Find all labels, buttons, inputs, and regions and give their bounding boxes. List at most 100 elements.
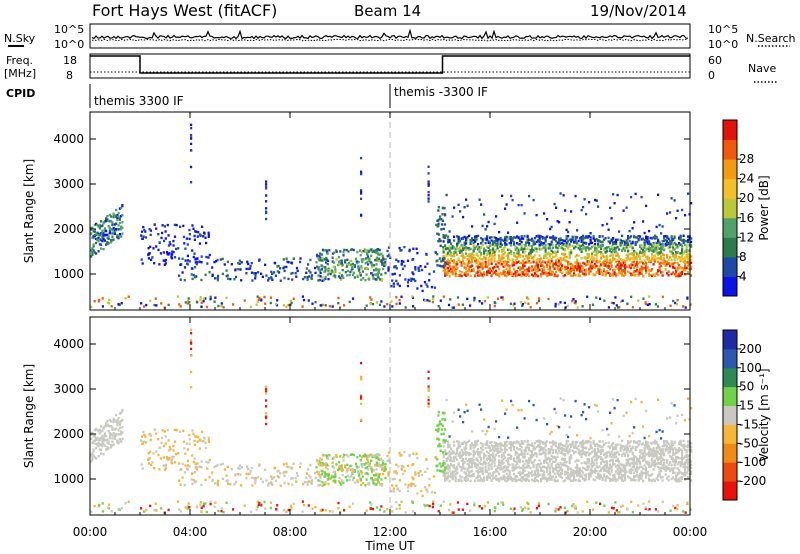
velocity-cell xyxy=(323,483,326,487)
power-cell xyxy=(603,264,606,267)
power-cell xyxy=(603,269,606,272)
power-cell xyxy=(637,235,640,238)
velocity-cell xyxy=(552,451,555,454)
velocity-cell xyxy=(183,484,186,487)
power-cell xyxy=(504,251,507,254)
power-cell xyxy=(505,243,508,246)
power-cell xyxy=(353,276,356,279)
power-cell xyxy=(555,274,558,278)
power-cell xyxy=(690,267,693,270)
velocity-cell xyxy=(502,451,505,455)
velocity-cell xyxy=(462,420,465,424)
velocity-cell xyxy=(502,458,505,461)
velocity-cell xyxy=(112,417,115,420)
power-cell xyxy=(624,243,627,246)
power-cell xyxy=(684,214,687,217)
power-cell xyxy=(450,242,453,245)
power-cell xyxy=(335,249,338,252)
velocity-cell xyxy=(552,470,555,473)
power-cell xyxy=(633,260,636,264)
power-cell xyxy=(294,272,297,275)
power-cell xyxy=(552,255,555,258)
power-cell xyxy=(489,271,492,275)
velocity-cell xyxy=(481,469,484,472)
power-cell xyxy=(582,243,585,247)
noise-right-label: N.Search xyxy=(746,32,796,45)
power-cell xyxy=(559,238,562,242)
power-cell xyxy=(526,273,529,276)
velocity-cell xyxy=(103,444,106,447)
power-cell xyxy=(639,255,642,258)
power-cell xyxy=(453,206,456,209)
power-cell xyxy=(648,245,651,248)
power-cell xyxy=(640,272,643,275)
velocity-cell xyxy=(107,442,110,445)
power-cell xyxy=(648,229,651,233)
velocity-cell xyxy=(519,448,522,451)
power-cell xyxy=(375,301,378,304)
power-cell xyxy=(445,273,448,276)
power-cell xyxy=(516,235,519,238)
power-cell xyxy=(589,239,592,242)
power-cell xyxy=(556,257,559,260)
power-cell xyxy=(158,263,161,266)
power-cell xyxy=(601,254,604,258)
velocity-cell xyxy=(459,479,462,482)
power-cell xyxy=(630,235,633,238)
power-cell xyxy=(306,276,309,279)
velocity-cell xyxy=(110,443,113,447)
power-cell xyxy=(655,225,658,229)
velocity-cell xyxy=(496,447,499,450)
power-cell xyxy=(96,232,99,235)
velocity-cell xyxy=(115,420,118,423)
power-cell xyxy=(115,215,118,218)
velocity-cell xyxy=(237,467,240,470)
velocity-cell xyxy=(110,424,113,428)
velocity-cell xyxy=(170,462,174,465)
power-cell xyxy=(484,263,487,267)
power-cell xyxy=(541,264,544,267)
velocity-cell xyxy=(534,476,537,480)
power-cell xyxy=(247,267,250,271)
power-cell xyxy=(463,262,466,266)
power-cell xyxy=(483,271,486,274)
velocity-cell xyxy=(372,469,376,472)
power-cell xyxy=(328,305,331,308)
power-cell xyxy=(543,212,546,215)
power-cell xyxy=(260,272,263,275)
power-cell xyxy=(283,269,286,273)
power-cell xyxy=(472,239,475,242)
power-cell xyxy=(462,261,465,265)
power-cell xyxy=(466,262,469,265)
power-cell xyxy=(556,247,559,250)
power-cell xyxy=(621,259,624,262)
velocity-cell xyxy=(111,444,114,447)
velocity-cell xyxy=(535,452,538,455)
power-cell xyxy=(469,247,472,251)
power-cell xyxy=(535,270,538,273)
velocity-cell xyxy=(117,440,120,444)
power-cell xyxy=(633,256,636,259)
power-cell xyxy=(472,245,475,248)
power-cell xyxy=(637,271,640,274)
power-cell xyxy=(502,239,505,242)
velocity-cell xyxy=(477,459,480,463)
velocity-cell xyxy=(200,466,203,469)
velocity-cell xyxy=(93,435,96,438)
velocity-cell xyxy=(195,480,198,483)
power-cell xyxy=(655,241,658,245)
power-ylabel: Slant Range [km] xyxy=(22,159,36,263)
power-cell xyxy=(556,220,559,223)
power-cell xyxy=(580,269,583,272)
velocity-cell xyxy=(534,447,537,451)
velocity-cell xyxy=(553,467,556,471)
colorbar-swatch xyxy=(723,276,737,297)
power-cell xyxy=(331,260,334,263)
power-cell xyxy=(634,270,637,273)
power-cell xyxy=(511,264,514,267)
velocity-cell xyxy=(505,472,508,476)
velocity-cell xyxy=(342,459,345,462)
power-cell xyxy=(265,180,268,183)
power-cell xyxy=(627,270,630,273)
velocity-cell xyxy=(141,467,144,470)
